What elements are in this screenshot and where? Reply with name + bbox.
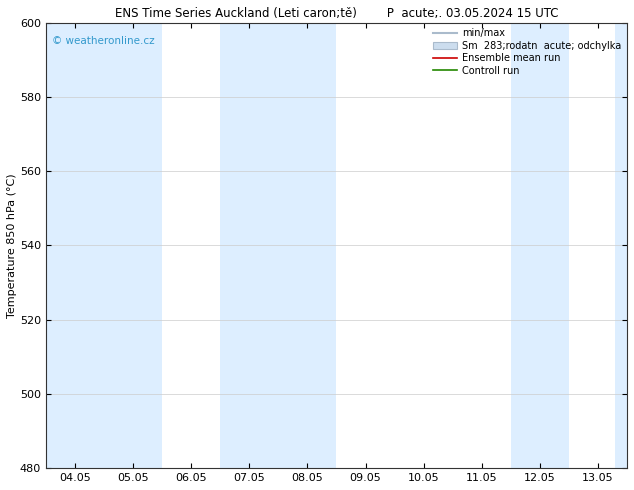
Text: © weatheronline.cz: © weatheronline.cz [51, 36, 154, 46]
Bar [220, 23, 278, 468]
Title: ENS Time Series Auckland (Leti caron;tě)        P  acute;. 03.05.2024 15 UTC: ENS Time Series Auckland (Leti caron;tě)… [115, 7, 558, 20]
Bar [46, 23, 162, 468]
Y-axis label: Temperature 850 hPa (°C): Temperature 850 hPa (°C) [7, 173, 17, 318]
Bar [46, 23, 162, 468]
Legend: min/max, Sm  283;rodatn  acute; odchylka, Ensemble mean run, Controll run: min/max, Sm 283;rodatn acute; odchylka, … [429, 24, 625, 79]
Bar [511, 23, 569, 468]
Bar [511, 23, 569, 468]
Bar [616, 23, 630, 468]
Bar [278, 23, 337, 468]
